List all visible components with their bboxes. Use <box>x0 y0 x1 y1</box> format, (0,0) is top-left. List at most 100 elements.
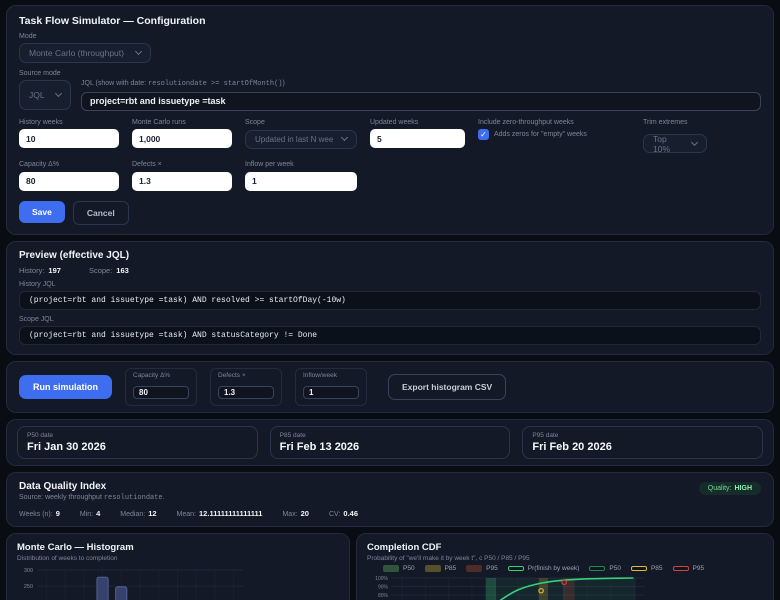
preview-stats: History: 197 Scope: 163 <box>19 265 129 275</box>
quality-badge: Quality: HIGH <box>698 481 761 495</box>
history-weeks-input[interactable] <box>19 129 119 148</box>
p95-date: Fri Feb 20 2026 <box>532 440 612 453</box>
legend-outline-swatch <box>507 565 524 571</box>
source-mode-value: JQL <box>29 90 45 101</box>
quality-subtitle: Source: weekly throughput resolutiondate… <box>19 493 165 502</box>
scope-select[interactable]: Updated in last N weeks <box>245 129 357 149</box>
history-jql-code: (project=rbt and issuetype =task) AND re… <box>19 290 761 310</box>
svg-text:250: 250 <box>24 584 33 590</box>
cdf-legend-item: P50 <box>383 564 415 572</box>
history-count: 197 <box>48 265 61 275</box>
cdf-title: Completion CDF <box>367 541 442 553</box>
field-updated-weeks: Updated weeks <box>370 119 465 148</box>
source-mode-select[interactable]: JQL <box>19 80 71 111</box>
legend-fill-swatch <box>383 564 399 572</box>
cdf-legend-item: Pr(finish by week) <box>507 565 579 572</box>
chevron-down-icon <box>54 90 63 98</box>
field-inflow: Inflow per week <box>245 161 357 191</box>
legend-outline-swatch <box>630 565 647 571</box>
histogram-panel: Monte Carlo — Histogram Distribution of … <box>6 532 350 600</box>
svg-text:100%: 100% <box>375 576 388 582</box>
quality-stats: Weeks (n): 9 Min: 4 Median: 12 Mean: 12.1111… <box>19 508 359 518</box>
run-field-inflow: Inflow/week <box>295 367 367 406</box>
include-zero-checkbox[interactable]: ✓ <box>478 128 489 140</box>
jql-input[interactable] <box>81 91 761 111</box>
cv-value: 0.46 <box>343 508 359 518</box>
legend-outline-swatch <box>589 565 606 571</box>
cdf-panel: Completion CDF Probability of "we'll mak… <box>356 532 774 600</box>
data-quality-panel: Data Quality Index Source: weekly throug… <box>6 471 774 527</box>
source-mode-label: Source mode <box>19 70 61 77</box>
weeks-n-value: 9 <box>55 508 60 518</box>
run-panel: Run simulation Capacity Δ% Defects × Inf… <box>6 360 774 413</box>
run-field-capacity: Capacity Δ% <box>125 367 197 406</box>
field-include-zero: Include zero-throughput weeks ✓ Adds zer… <box>478 118 587 140</box>
check-icon: ✓ <box>480 129 487 139</box>
chevron-down-icon <box>340 133 349 142</box>
run-defects-input[interactable] <box>218 385 274 399</box>
cdf-legend-item: P85 <box>630 565 663 572</box>
svg-text:80%: 80% <box>378 593 389 599</box>
legend-fill-swatch <box>424 564 441 572</box>
cdf-legend-item: P95 <box>672 565 704 572</box>
capacity-input[interactable] <box>19 171 119 191</box>
field-trim-extremes: Trim extremes Top 10% <box>643 119 707 154</box>
histogram-chart: 0501001502002503007w8w9w10w11w12w13w14w1… <box>24 568 243 600</box>
p50-date: Fri Jan 30 2026 <box>27 440 106 453</box>
p85-card: P85 date Fri Feb 13 2026 <box>269 425 511 459</box>
mode-select-value: Monte Carlo (throughput) <box>29 48 124 58</box>
p50-card: P50 date Fri Jan 30 2026 <box>17 425 258 459</box>
scope-jql-label: Scope JQL <box>19 315 54 323</box>
p95-card: P95 date Fri Feb 20 2026 <box>522 425 764 459</box>
cdf-legend-item: P50 <box>589 565 621 572</box>
export-histogram-csv-button[interactable]: Export histogram CSV <box>388 373 507 400</box>
history-jql-label: History JQL <box>19 280 56 288</box>
jql-hint-label: JQL (show with date: resolutiondate >= s… <box>81 80 285 88</box>
trim-extremes-value: Top 10% <box>653 133 671 154</box>
inflow-input[interactable] <box>245 171 357 191</box>
legend-outline-swatch <box>672 565 689 571</box>
mc-runs-input[interactable] <box>132 129 232 148</box>
page-title: Task Flow Simulator — Configuration <box>19 15 206 27</box>
field-capacity: Capacity Δ% <box>19 161 119 191</box>
cdf-subtitle: Probability of "we'll make it by week t"… <box>367 554 530 562</box>
p85-date: Fri Feb 13 2026 <box>279 440 360 453</box>
svg-text:90%: 90% <box>378 584 389 590</box>
quality-title: Data Quality Index <box>19 480 107 492</box>
save-button[interactable]: Save <box>19 200 65 223</box>
max-value: 20 <box>300 508 309 518</box>
cdf-legend-item: P95 <box>466 564 498 572</box>
svg-text:300: 300 <box>24 568 33 574</box>
config-panel: Task Flow Simulator — Configuration Mode… <box>6 5 774 235</box>
field-mc-runs: Monte Carlo runs <box>132 119 232 148</box>
preview-title: Preview (effective JQL) <box>19 249 130 261</box>
cancel-button[interactable]: Cancel <box>72 200 129 225</box>
cdf-chart: 0%10%20%30%40%50%60%70%80%90%100%7w8w9w1… <box>375 576 645 600</box>
run-field-defects: Defects × <box>210 367 282 406</box>
trim-extremes-select[interactable]: Top 10% <box>643 133 707 154</box>
run-capacity-input[interactable] <box>133 385 189 399</box>
results-panel: P50 date Fri Jan 30 2026 P85 date Fri Fe… <box>6 418 774 466</box>
scope-select-value: Updated in last N weeks <box>255 134 333 144</box>
mean-value: 12.11111111111111 <box>199 508 263 518</box>
mode-select[interactable]: Monte Carlo (throughput) <box>19 43 151 63</box>
scope-count: 163 <box>116 265 129 275</box>
min-value: 4 <box>96 508 101 518</box>
field-scope: Scope Updated in last N weeks <box>245 119 357 149</box>
chevron-down-icon <box>134 47 143 56</box>
chevron-down-icon <box>690 138 699 146</box>
field-history-weeks: History weeks <box>19 119 119 148</box>
charts-row: Monte Carlo — Histogram Distribution of … <box>6 532 774 600</box>
scope-jql-code: (project=rbt and issuetype =task) AND st… <box>19 325 761 345</box>
run-inflow-input[interactable] <box>303 385 359 399</box>
defects-input[interactable] <box>132 171 232 191</box>
histogram-subtitle: Distribution of weeks to completion <box>17 554 118 562</box>
legend-fill-swatch <box>466 564 483 572</box>
mode-label: Mode <box>19 33 37 40</box>
field-defects: Defects × <box>132 161 232 191</box>
cdf-legend: P50 P85 P95 Pr(finish by week) P50 P85 P95 <box>383 564 763 572</box>
updated-weeks-input[interactable] <box>370 129 465 148</box>
median-value: 12 <box>148 508 157 518</box>
histogram-title: Monte Carlo — Histogram <box>17 541 134 553</box>
run-simulation-button[interactable]: Run simulation <box>19 374 112 399</box>
